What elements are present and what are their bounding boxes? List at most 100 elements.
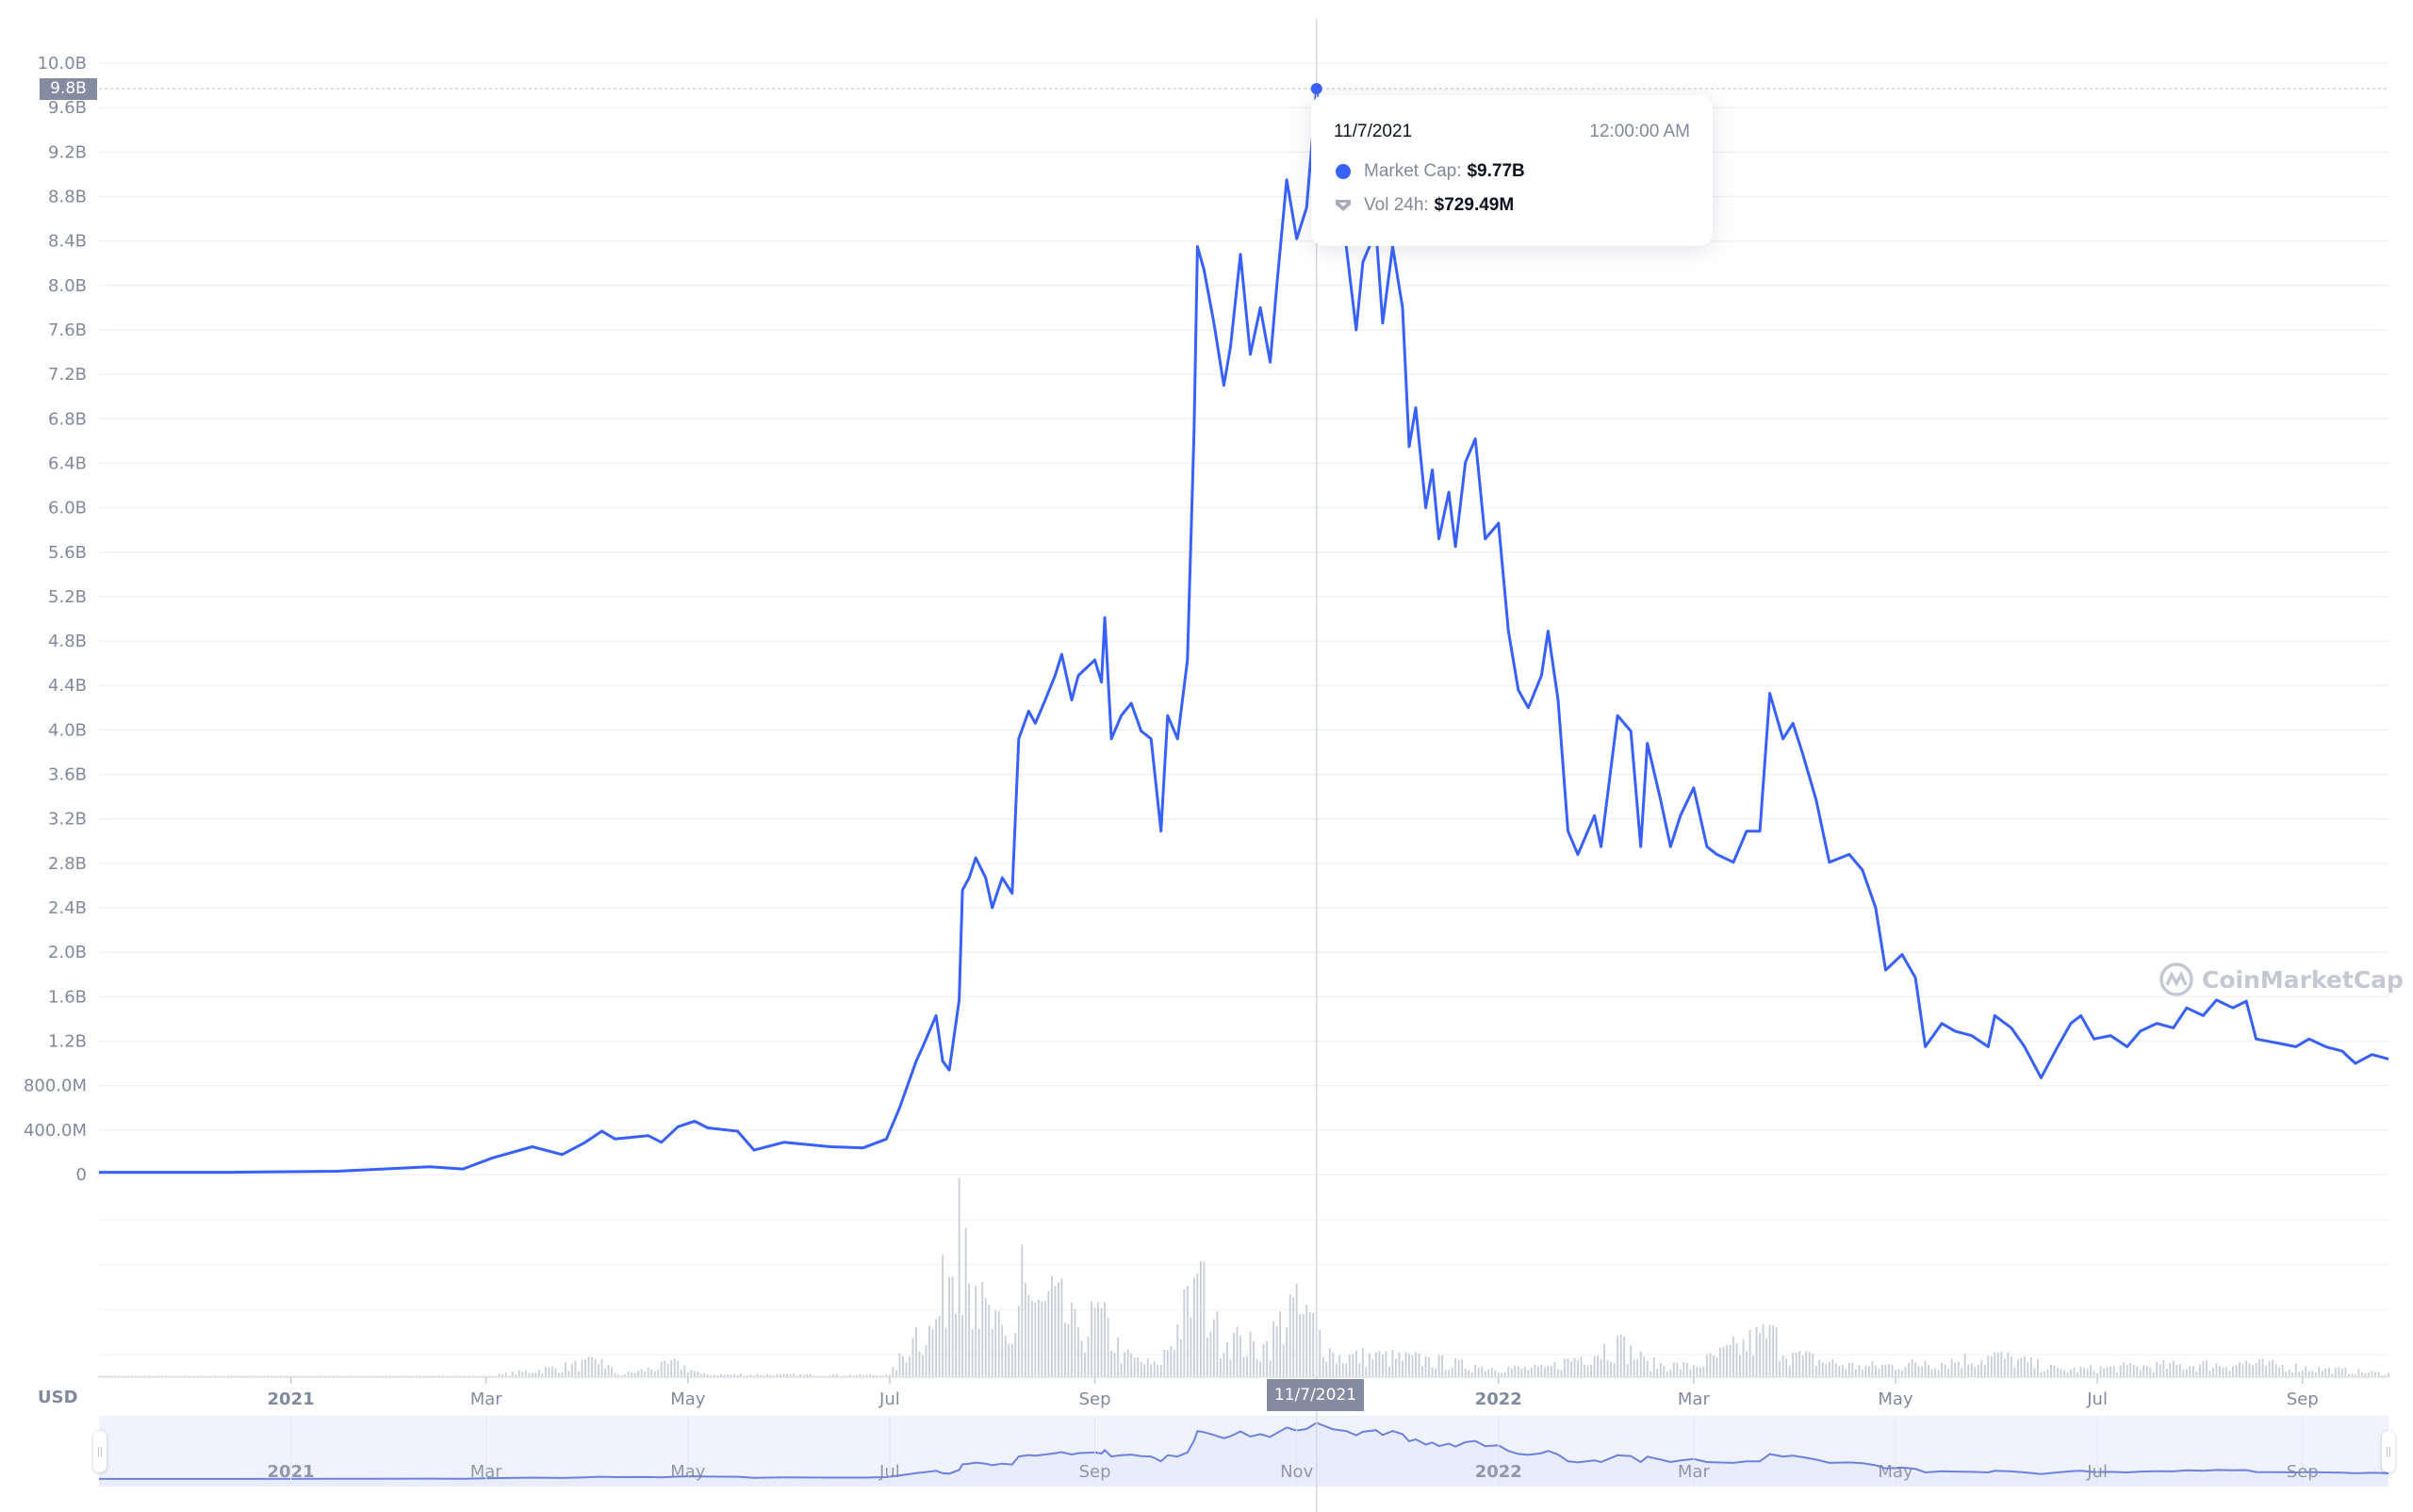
volume-bar [1996,1352,1999,1377]
volume-bar [1812,1354,1814,1377]
volume-bar [885,1374,888,1377]
volume-bar [769,1374,772,1377]
volume-bar [1994,1352,1996,1377]
volume-bar [2129,1363,2132,1377]
volume-bar [2007,1352,2010,1377]
volume-bar [1408,1354,1410,1377]
volume-bar [2178,1364,2181,1377]
volume-bar [1663,1366,1666,1377]
volume-bar [1279,1311,1282,1377]
volume-bar [653,1371,656,1377]
y-tick-label: 2.4B [48,898,87,918]
volume-bar [2274,1364,2277,1377]
volume-bar [2255,1362,2257,1377]
volume-bar [2109,1366,2112,1377]
volume-bar [889,1374,891,1377]
volume-bar [782,1373,785,1377]
volume-bar [2219,1365,2221,1377]
volume-bar [640,1369,643,1377]
volume-bar [2020,1357,2023,1377]
volume-bar [677,1360,680,1377]
volume-bar [1762,1323,1765,1377]
volume-bar [1828,1361,1830,1377]
volume-bar [2040,1372,2043,1377]
volume-bar [2208,1371,2211,1377]
volume-bar [1474,1364,1477,1377]
volume-bar [1895,1370,1896,1377]
volume-bar [911,1338,914,1377]
volume-bar [2057,1368,2059,1377]
volume-bar [2073,1367,2076,1377]
volume-bar [2165,1368,2168,1377]
volume-bar [1779,1360,1781,1377]
volume-bar [1908,1362,1910,1377]
volume-bar [1722,1346,1725,1377]
volume-bar [1577,1360,1579,1377]
volume-bar [1332,1352,1335,1377]
volume-bar [895,1370,897,1377]
crosshair-value-label: 9.8B [40,78,97,100]
volume-bar [2152,1372,2155,1377]
volume-bar [2381,1375,2383,1377]
volume-bar [2123,1362,2126,1377]
volume-bar [1875,1365,1877,1377]
volume-bar [1365,1367,1368,1377]
volume-bar [1917,1365,1920,1377]
volume-bar [1798,1351,1801,1377]
volume-bar [1729,1344,1732,1377]
navigator-tick-label: Jul [878,1462,900,1482]
volume-bar [1788,1365,1791,1377]
volume-bar [1825,1363,1828,1377]
volume-bar [2083,1368,2085,1377]
volume-bar [2298,1372,2301,1377]
volume-bar [2016,1359,2019,1377]
y-axis: 0 400.0M 800.0M 1.2B 1.6B 2.0B 2.4B 2.8B 3.2B 3.6… [24,54,87,1185]
volume-bar [1437,1355,1440,1377]
volume-bar [2116,1372,2119,1377]
volume-bar [1093,1307,1096,1377]
volume-bar [2377,1372,2380,1377]
volume-bar [1464,1369,1467,1377]
range-navigator[interactable]: 2021 Mar May Jul Sep Nov 2022 Mar May Jul Sep [99,1416,2389,1487]
volume-bar [872,1375,875,1377]
volume-bar [683,1365,686,1377]
volume-bar [1646,1360,1649,1377]
volume-bar [1792,1352,1795,1377]
range-handle-left[interactable]: || [93,1431,107,1472]
volume-bar [1713,1355,1715,1377]
volume-bar [1818,1359,1821,1377]
range-handle-right[interactable]: || [2382,1431,2395,1472]
y-tick-label: 0 [76,1165,87,1185]
volume-bar [1947,1369,1950,1377]
navigator-tick-label: Mar [470,1462,503,1482]
volume-bar [1808,1352,1811,1377]
volume-bar [706,1374,709,1377]
volume-bar [909,1356,911,1377]
volume-bar [1461,1359,1464,1377]
volume-bar [604,1368,606,1377]
volume-bar [1781,1356,1784,1377]
volume-bar [2046,1370,2049,1377]
volume-bar [1292,1297,1295,1377]
volume-bar [875,1375,878,1377]
volume-bar [2258,1359,2261,1377]
volume-bar [1497,1372,1500,1377]
y-tick-label: 8.4B [48,232,87,252]
volume-bar [723,1374,726,1377]
volume-bar [611,1367,613,1377]
volume-bar [2235,1365,2238,1377]
volume-bar [657,1370,660,1377]
volume-bar [1071,1302,1073,1377]
volume-bar [938,1316,941,1377]
volume-bar [2013,1368,2016,1377]
volume-bar [1683,1362,1685,1377]
volume-bar [1967,1364,1970,1377]
volume-bar [1503,1372,1506,1377]
x-tick-label: 2022 [1475,1389,1522,1409]
volume-bar [1934,1368,1937,1377]
volume-bar [1768,1324,1771,1377]
navigator-tick-label: Sep [2287,1462,2319,1482]
volume-bar [2000,1352,2003,1377]
volume-bar [660,1361,663,1377]
